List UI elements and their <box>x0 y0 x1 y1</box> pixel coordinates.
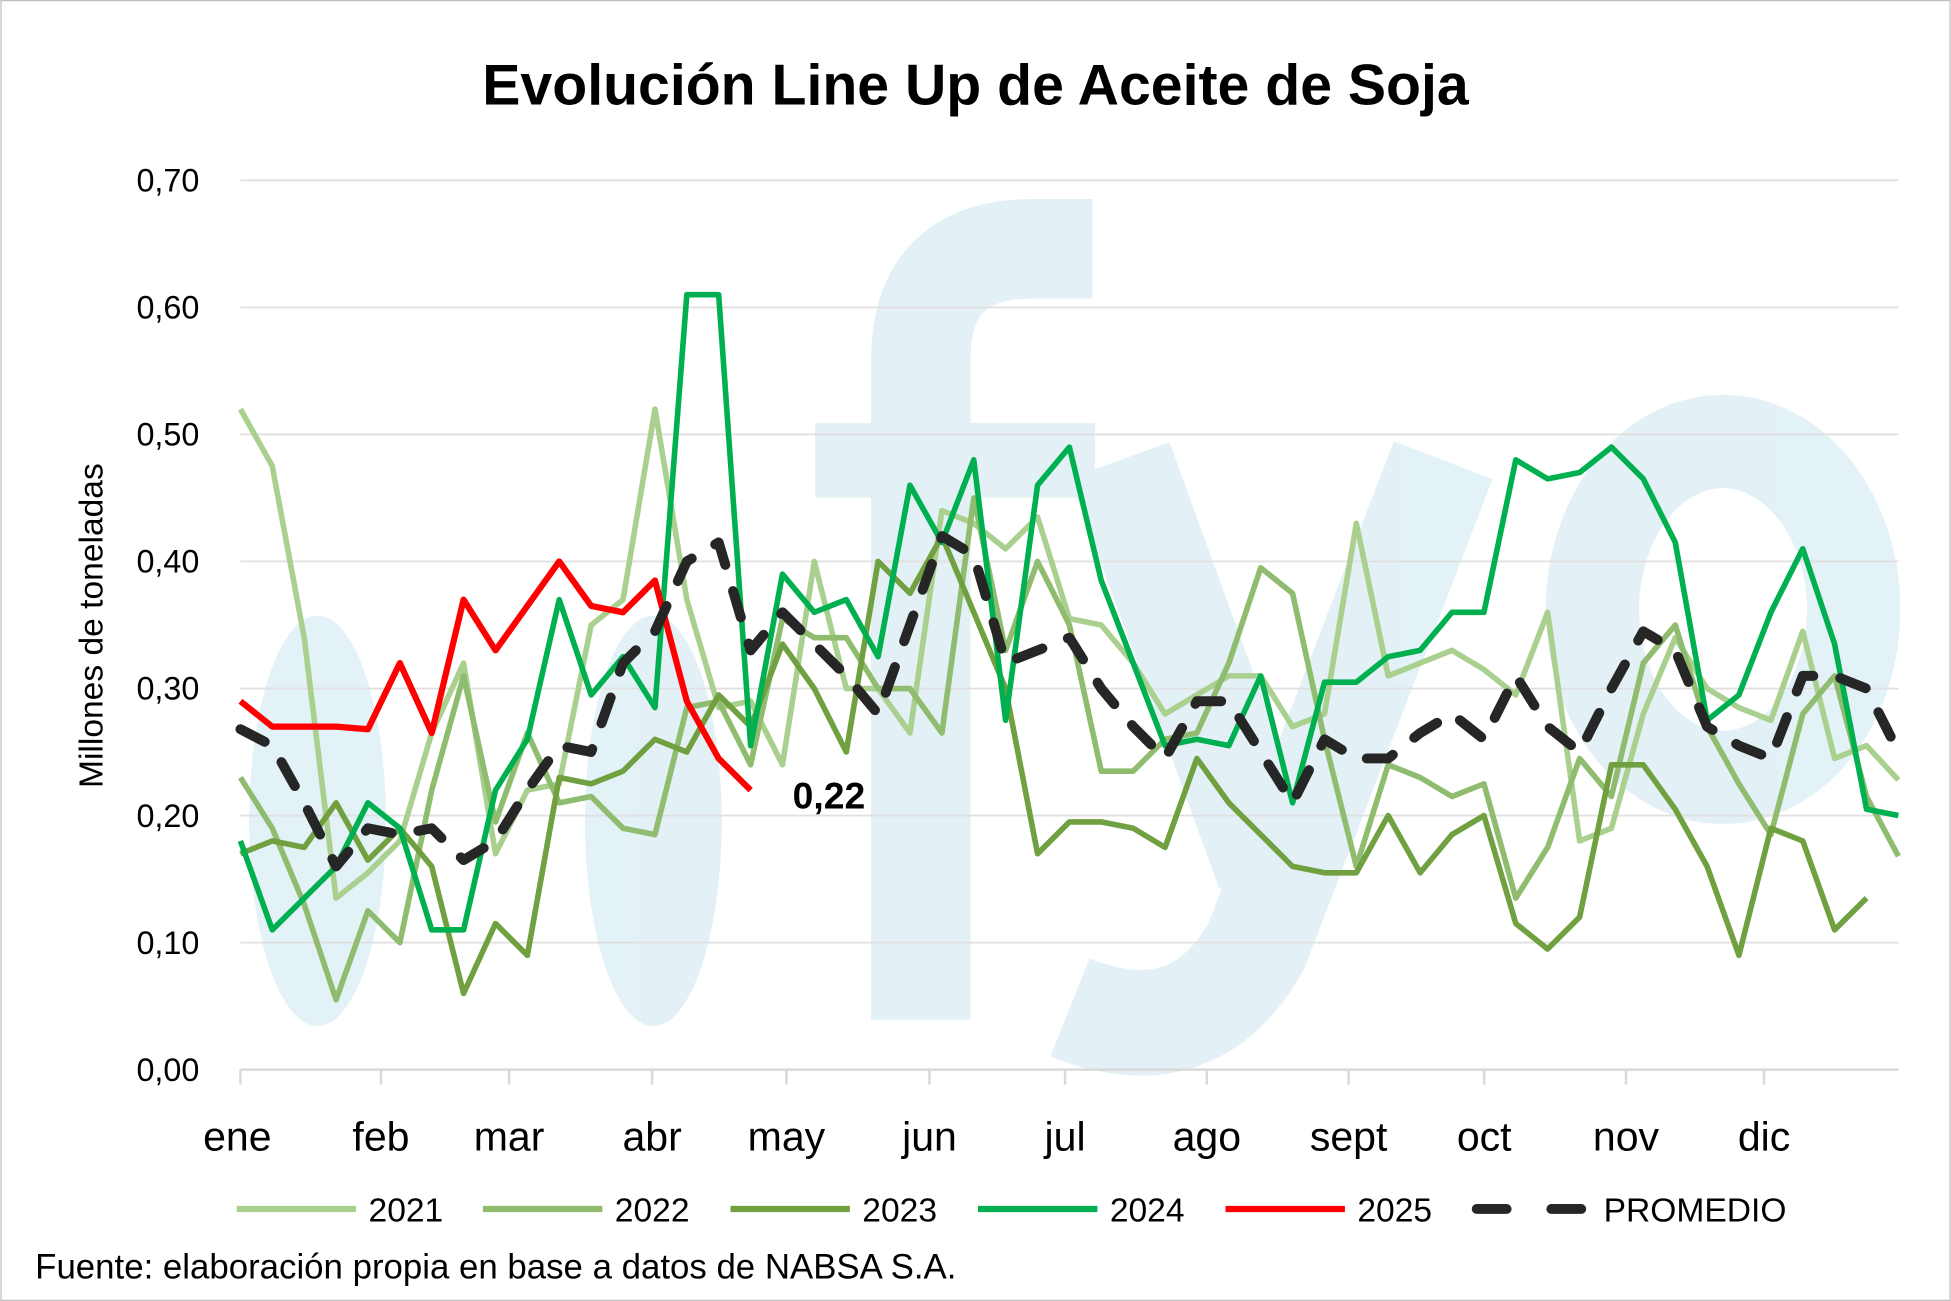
legend-label-2025: 2025 <box>1357 1192 1432 1229</box>
series-line-2024 <box>237 291 1899 933</box>
x-tick-label: nov <box>1593 1114 1660 1160</box>
y-tick-label: 0,70 <box>136 163 199 199</box>
y-tick-label: 0,10 <box>136 925 199 961</box>
x-tick-label: oct <box>1457 1114 1512 1160</box>
data-label-2025-last: 0,22 <box>793 774 866 816</box>
source-note: Fuente: elaboración propia en base a dat… <box>35 1248 956 1287</box>
watermark-letter-y <box>1050 441 1493 1076</box>
x-tick-label: ago <box>1173 1114 1241 1160</box>
legend-label-2023: 2023 <box>862 1192 937 1229</box>
y-tick-label: 0,00 <box>136 1052 199 1088</box>
y-axis-label: Millones de toneladas <box>73 463 110 788</box>
x-tick-label: jun <box>901 1114 957 1160</box>
y-tick-label: 0,30 <box>136 671 199 707</box>
x-tick-label: jul <box>1044 1114 1086 1160</box>
legend-label-promedio: PROMEDIO <box>1604 1192 1787 1229</box>
x-tick-label: dic <box>1738 1114 1790 1160</box>
y-tick-label: 0,50 <box>136 417 199 453</box>
x-tick-label: mar <box>474 1114 545 1160</box>
series-line-2022 <box>238 495 1901 1003</box>
x-tick-label: ene <box>203 1114 271 1160</box>
series-line-promedio <box>235 531 1904 872</box>
series-line-2023 <box>239 533 1869 997</box>
x-tick-label: abr <box>622 1114 681 1160</box>
legend-label-2021: 2021 <box>369 1192 444 1229</box>
watermark-shape <box>584 615 722 1027</box>
y-tick-label: 0,20 <box>136 798 199 834</box>
y-tick-label: 0,60 <box>136 290 199 326</box>
watermark-letter-o <box>1545 394 1901 825</box>
legend-label-2024: 2024 <box>1110 1192 1185 1229</box>
series-line-2025 <box>238 558 753 793</box>
y-tick-label: 0,40 <box>136 544 199 580</box>
x-tick-label: feb <box>352 1114 409 1160</box>
x-tick-label: may <box>748 1114 826 1160</box>
legend-label-2022: 2022 <box>615 1192 690 1229</box>
watermark-letter-f <box>871 199 1093 1020</box>
x-tick-label: sept <box>1310 1114 1388 1160</box>
chart-title: Evolución Line Up de Aceite de Soja <box>482 53 1470 117</box>
